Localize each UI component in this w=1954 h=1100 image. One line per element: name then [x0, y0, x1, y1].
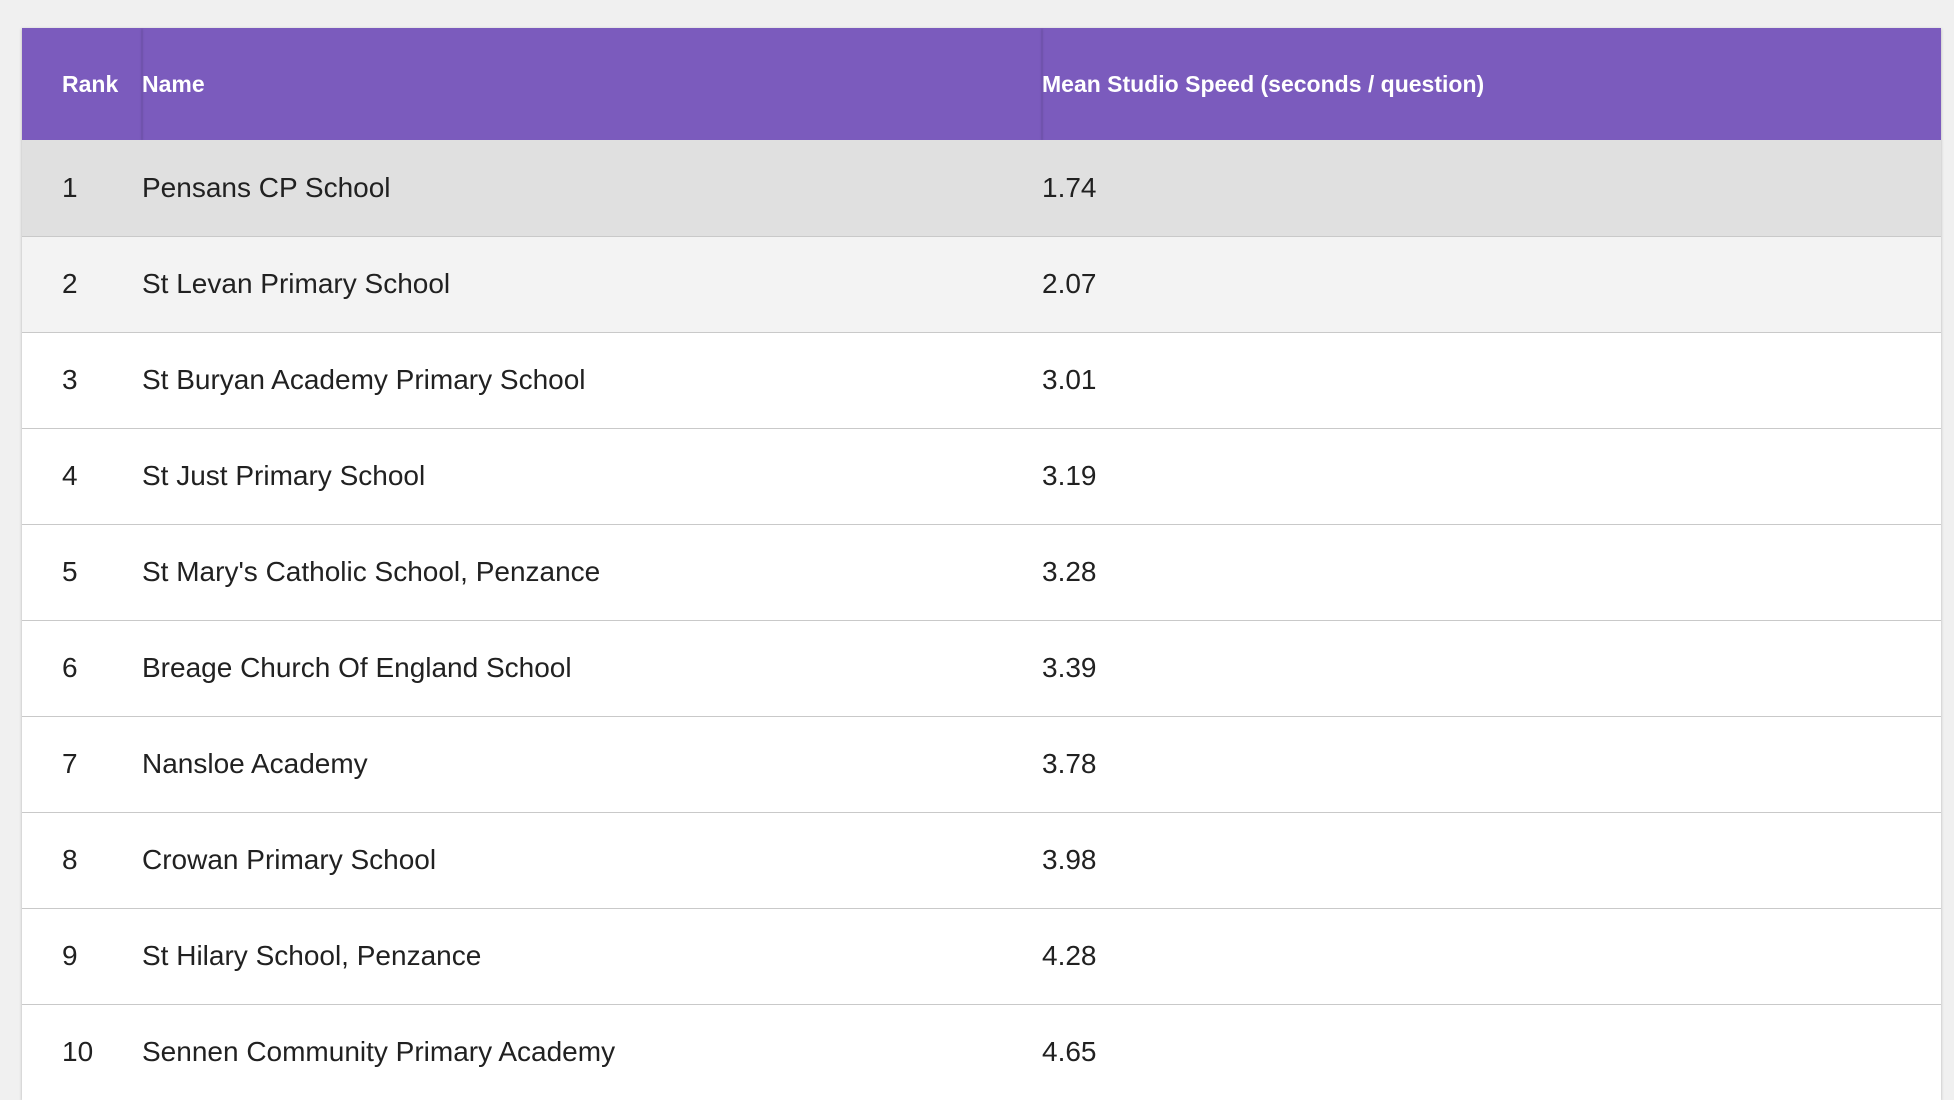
rank-cell: 1	[62, 171, 78, 203]
table-header: Rank Name Mean Studio Speed (seconds / q…	[22, 28, 1941, 140]
school-name-cell: Crowan Primary School	[142, 844, 437, 875]
rank-cell: 2	[62, 268, 78, 299]
speed-cell: 4.28	[1042, 940, 1097, 971]
school-name-cell: Sennen Community Primary Academy	[142, 1036, 616, 1067]
speed-cell: 4.65	[1042, 1036, 1097, 1067]
rank-cell: 6	[62, 652, 78, 683]
table-row[interactable]: 8 Crowan Primary School 3.98	[22, 812, 1941, 908]
table-row[interactable]: 4 St Just Primary School 3.19	[22, 428, 1941, 524]
leaderboard-card: Rank Name Mean Studio Speed (seconds / q…	[22, 28, 1941, 1100]
school-name-cell: Nansloe Academy	[142, 748, 368, 779]
rank-cell: 7	[62, 748, 78, 779]
school-name-cell: Pensans CP School	[142, 171, 391, 203]
leaderboard-table: Rank Name Mean Studio Speed (seconds / q…	[22, 28, 1941, 1100]
column-header-speed[interactable]: Mean Studio Speed (seconds / question)	[1042, 28, 1941, 140]
school-name-cell: St Mary's Catholic School, Penzance	[142, 556, 601, 587]
table-body: 1 Pensans CP School 1.74 2 St Levan Prim…	[22, 140, 1941, 1100]
column-header-rank[interactable]: Rank	[22, 28, 142, 140]
rank-cell: 5	[62, 556, 78, 587]
table-row[interactable]: 7 Nansloe Academy 3.78	[22, 716, 1941, 812]
speed-cell: 3.01	[1042, 364, 1097, 395]
header-row: Rank Name Mean Studio Speed (seconds / q…	[22, 28, 1941, 140]
table-row[interactable]: 2 St Levan Primary School 2.07	[22, 236, 1941, 332]
table-row[interactable]: 3 St Buryan Academy Primary School 3.01	[22, 332, 1941, 428]
speed-cell: 2.07	[1042, 268, 1097, 299]
school-name-cell: St Buryan Academy Primary School	[142, 364, 586, 395]
school-name-cell: Breage Church Of England School	[142, 652, 572, 683]
rank-cell: 3	[62, 364, 78, 395]
speed-cell: 3.19	[1042, 460, 1097, 491]
speed-cell: 3.39	[1042, 652, 1097, 683]
speed-cell: 1.74	[1042, 171, 1097, 203]
school-name-cell: St Just Primary School	[142, 460, 426, 491]
table-row[interactable]: 5 St Mary's Catholic School, Penzance 3.…	[22, 524, 1941, 620]
table-row[interactable]: 10 Sennen Community Primary Academy 4.65	[22, 1004, 1941, 1100]
rank-cell: 10	[62, 1036, 94, 1067]
school-name-cell: St Levan Primary School	[142, 268, 451, 299]
speed-cell: 3.98	[1042, 844, 1097, 875]
table-row[interactable]: 9 St Hilary School, Penzance 4.28	[22, 908, 1941, 1004]
column-header-name[interactable]: Name	[142, 28, 1042, 140]
rank-cell: 9	[62, 940, 78, 971]
rank-cell: 4	[62, 460, 78, 491]
rank-cell: 8	[62, 844, 78, 875]
speed-cell: 3.28	[1042, 556, 1097, 587]
table-row[interactable]: 1 Pensans CP School 1.74	[22, 140, 1941, 236]
school-name-cell: St Hilary School, Penzance	[142, 940, 482, 971]
speed-cell: 3.78	[1042, 748, 1097, 779]
table-row[interactable]: 6 Breage Church Of England School 3.39	[22, 620, 1941, 716]
